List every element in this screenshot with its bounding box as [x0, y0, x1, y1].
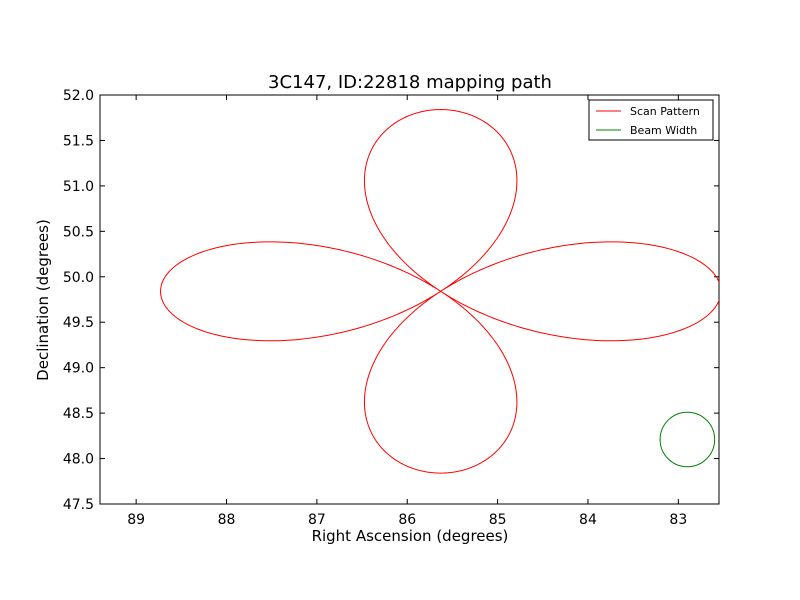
y-tick-label: 51.5: [63, 133, 94, 149]
y-ticks: 47.5 48.0 48.5 49.0 49.5 50.0 50.5 51.0 51.5 52.0: [63, 88, 719, 513]
y-tick-label: 49.0: [63, 361, 94, 377]
x-tick-label: 87: [308, 512, 326, 528]
y-axis-label: Declination (degrees): [34, 219, 52, 381]
x-ticks: 89 88 87 86 85 84 83: [127, 95, 687, 528]
x-tick-label: 88: [218, 512, 236, 528]
legend-box: [588, 99, 714, 141]
series-layer: [160, 109, 719, 474]
x-axis-label: Right Ascension (degrees): [312, 527, 509, 545]
legend: Scan Pattern Beam Width: [588, 99, 714, 141]
plot-area: 89 88 87 86 85 84 83 47.5 48.0 48.5 49.0 49.5 50.0 5…: [63, 88, 720, 528]
x-tick-label: 85: [489, 512, 507, 528]
plot-frame: [99, 94, 720, 505]
x-tick-label: 89: [127, 512, 145, 528]
y-tick-label: 48.5: [63, 406, 94, 422]
chart-title: 3C147, ID:22818 mapping path: [268, 72, 552, 93]
series-scan-pattern: [160, 109, 719, 474]
y-tick-label: 49.5: [63, 315, 94, 331]
y-tick-label: 51.0: [63, 179, 94, 195]
y-tick-label: 52.0: [63, 88, 94, 104]
y-tick-label: 48.0: [63, 452, 94, 468]
y-tick-label: 50.5: [63, 224, 94, 240]
x-tick-label: 84: [579, 512, 597, 528]
x-tick-label: 83: [669, 512, 687, 528]
legend-label-scan-pattern: Scan Pattern: [630, 105, 700, 118]
y-tick-label: 47.5: [63, 497, 94, 513]
legend-label-beam-width: Beam Width: [630, 124, 697, 137]
series-beam-width: [659, 411, 716, 468]
x-tick-label: 86: [398, 512, 416, 528]
y-tick-label: 50.0: [63, 270, 94, 286]
